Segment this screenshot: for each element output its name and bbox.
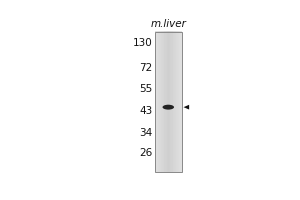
Text: 34: 34 bbox=[139, 128, 153, 138]
Bar bbox=[155, 32, 182, 172]
Text: 55: 55 bbox=[139, 84, 153, 94]
Text: 43: 43 bbox=[139, 106, 153, 116]
Text: 130: 130 bbox=[133, 38, 153, 48]
Text: 26: 26 bbox=[139, 148, 153, 158]
Polygon shape bbox=[184, 105, 189, 110]
Text: m.liver: m.liver bbox=[151, 19, 187, 29]
Ellipse shape bbox=[163, 105, 174, 110]
Text: 72: 72 bbox=[139, 63, 153, 73]
